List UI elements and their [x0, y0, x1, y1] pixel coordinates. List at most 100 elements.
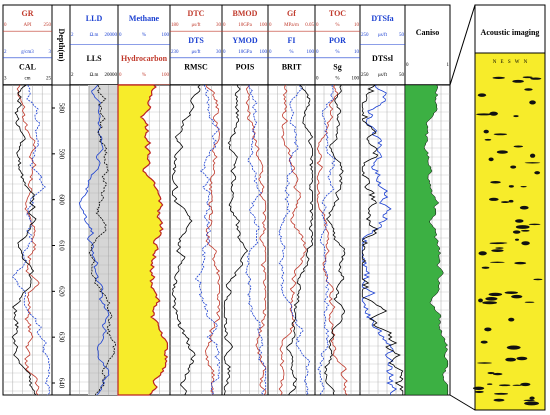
image-feature [505, 357, 517, 362]
image-feature [493, 133, 508, 136]
image-feature [511, 294, 523, 299]
scale-unit: API [23, 23, 31, 28]
scale-min: 0 [223, 50, 226, 55]
curve-trace [324, 84, 346, 396]
scale-unit: % [289, 50, 293, 55]
image-feature [512, 79, 524, 83]
curve-trace [278, 84, 311, 396]
image-feature [513, 145, 524, 148]
scale-min: 0 [119, 33, 122, 38]
curve-trace [316, 84, 348, 396]
image-feature [487, 371, 495, 375]
image-feature [485, 296, 498, 301]
scale-min: 180 [171, 23, 179, 28]
image-feature [508, 317, 515, 322]
depth-tick-label: 580 [57, 103, 65, 114]
scale-unit: g/cm3 [21, 50, 34, 55]
curve-name: GR [22, 9, 34, 18]
curve-name: Hydrocarbon [121, 54, 168, 63]
curve-name: FI [288, 36, 296, 45]
scale-max: 100 [260, 50, 268, 55]
image-feature [494, 392, 509, 395]
curve-name: Caniso [416, 28, 440, 37]
curve-trace [195, 84, 220, 396]
curve-trace [11, 84, 50, 396]
image-feature [533, 278, 543, 281]
image-feature [488, 157, 494, 162]
curve-trace [361, 84, 398, 396]
scale-max: 50 [399, 33, 405, 38]
scale-max: 100 [162, 33, 170, 38]
scale-max: 10 [354, 23, 360, 28]
image-feature [474, 390, 484, 393]
image-feature [488, 292, 503, 297]
scale-max: 100 [260, 23, 268, 28]
image-feature [534, 171, 541, 175]
scale-min: 0 [316, 50, 319, 55]
scale-min: 3 [4, 76, 7, 81]
image-feature [478, 298, 483, 303]
image-feature [529, 153, 536, 158]
connector [449, 394, 476, 411]
connector [449, 4, 476, 86]
scale-max: 3 [49, 50, 52, 55]
image-feature [530, 77, 542, 80]
scale-unit: Ω.m [90, 73, 99, 78]
scale-min: 0 [316, 76, 319, 81]
image-feature [498, 384, 511, 387]
curve-trace [16, 84, 40, 396]
image-feature [522, 76, 533, 79]
image-feature [501, 201, 510, 204]
image-feature [495, 247, 504, 249]
curve-name: Sg [333, 62, 341, 71]
scale-min: 0 [406, 63, 409, 68]
depth-tick-label: 590 [57, 149, 65, 160]
image-feature [477, 93, 487, 97]
curve-name: DTC [188, 9, 205, 18]
curve-name: BMOD [233, 9, 258, 18]
image-feature [528, 223, 541, 226]
curve-name: CAL [19, 62, 36, 71]
image-header [474, 4, 546, 54]
image-feature [496, 150, 508, 154]
image-feature [490, 181, 501, 184]
image-feature [480, 340, 488, 344]
image-feature [472, 386, 485, 390]
image-feature [515, 219, 524, 223]
scale-max: 100 [307, 50, 315, 55]
scale-unit: % [335, 23, 339, 28]
image-feature [512, 384, 522, 386]
image-feature [516, 356, 528, 361]
curve-name: DTSfa [371, 14, 393, 23]
scale-min: 0 [316, 23, 319, 28]
curve-name: DTSsl [372, 54, 394, 63]
image-feature [488, 197, 499, 201]
scale-min: 2 [71, 73, 74, 78]
scale-unit: 10GPa [238, 50, 252, 55]
scale-unit: % [335, 50, 339, 55]
scale-max: 1 [447, 63, 450, 68]
scale-max: 25 [46, 76, 52, 81]
hydrocarbon-fill [117, 84, 169, 396]
scale-min: 230 [171, 50, 179, 55]
scale-unit: Ω.m [90, 33, 99, 38]
depth-tick-label: 600 [57, 194, 65, 205]
curve-name: POR [329, 36, 346, 45]
scale-min: 0 [223, 23, 226, 28]
image-feature [521, 241, 530, 246]
curve-name: Gf [287, 9, 296, 18]
curve-trace [286, 84, 314, 396]
image-feature [524, 301, 535, 303]
depth-tick-label: 620 [57, 286, 65, 297]
image-feature [524, 401, 540, 406]
image-feature [520, 382, 531, 387]
scale-unit: cm [24, 76, 30, 81]
image-feature [489, 261, 505, 263]
image-feature [484, 327, 492, 332]
image-feature [481, 266, 490, 269]
image-feature [493, 242, 508, 244]
depth-tick-label: 610 [57, 240, 65, 251]
image-feature [512, 230, 521, 234]
image-feature [515, 225, 530, 229]
